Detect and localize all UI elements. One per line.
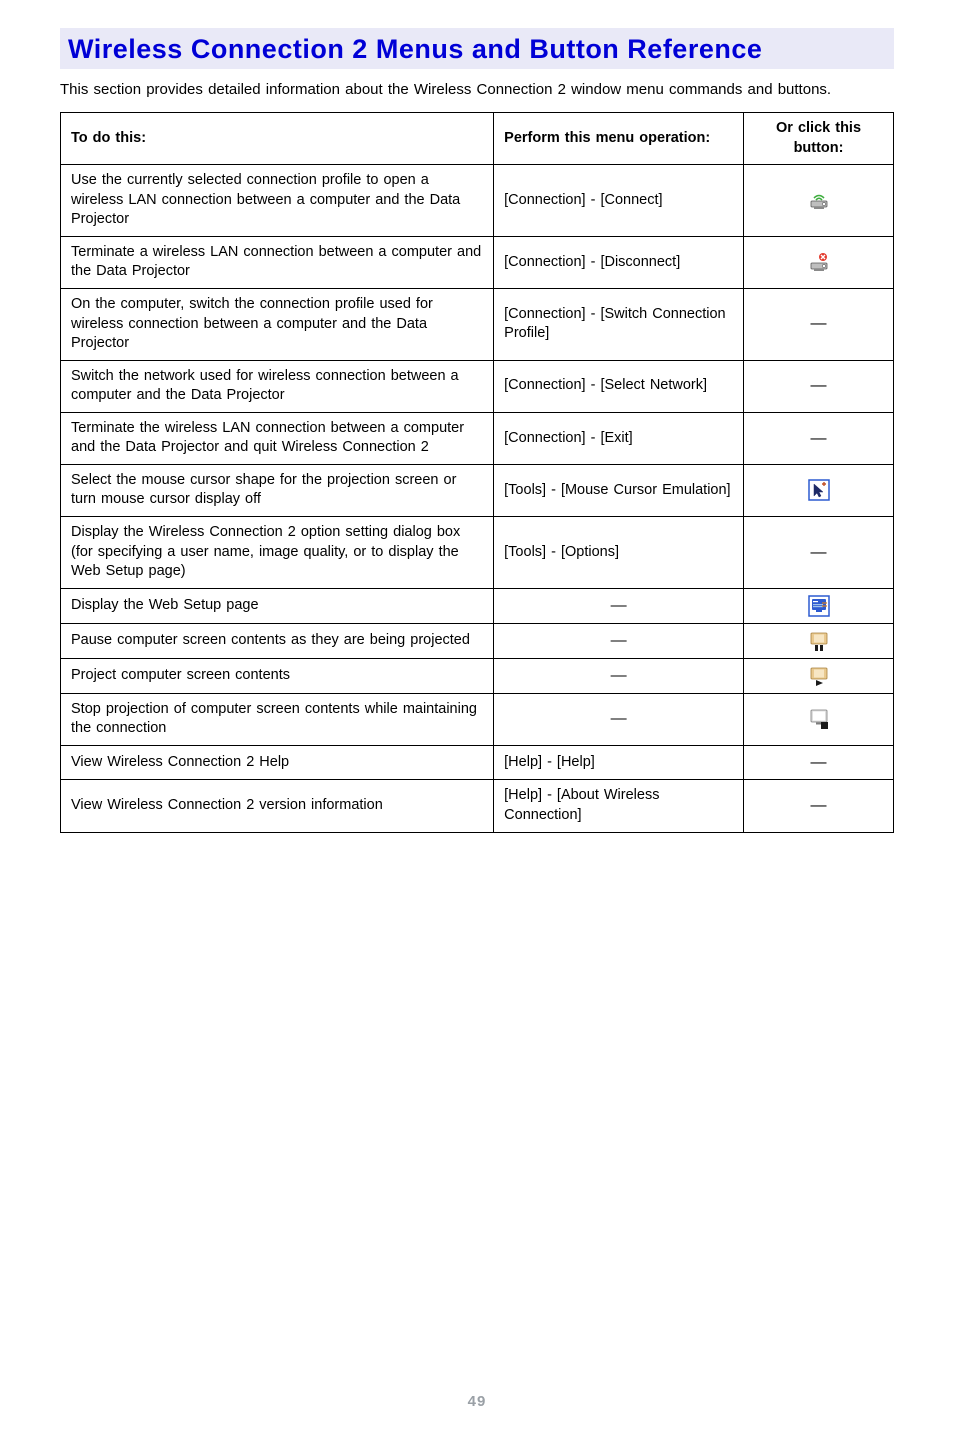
button-cell bbox=[744, 165, 894, 237]
table-row: Select the mouse cursor shape for the pr… bbox=[61, 464, 894, 516]
task-cell: Display the Wireless Connection 2 option… bbox=[61, 517, 494, 589]
page-title: Wireless Connection 2 Menus and Button R… bbox=[68, 34, 886, 65]
table-row: Terminate a wireless LAN connection betw… bbox=[61, 236, 894, 288]
table-header-row: To do this: Perform this menu operation:… bbox=[61, 113, 894, 165]
operation-cell: [Connection] - [Connect] bbox=[494, 165, 744, 237]
cursor-icon bbox=[808, 479, 830, 501]
button-cell: — bbox=[744, 360, 894, 412]
header-operation: Perform this menu operation: bbox=[494, 113, 744, 165]
task-cell: Pause computer screen contents as they a… bbox=[61, 623, 494, 658]
button-cell: — bbox=[744, 745, 894, 780]
intro-text: This section provides detailed informati… bbox=[60, 79, 894, 100]
operation-cell: [Connection] - [Exit] bbox=[494, 412, 744, 464]
task-cell: View Wireless Connection 2 version infor… bbox=[61, 780, 494, 832]
task-cell: Terminate the wireless LAN connection be… bbox=[61, 412, 494, 464]
button-cell bbox=[744, 693, 894, 745]
operation-cell: [Help] - [About Wireless Connection] bbox=[494, 780, 744, 832]
button-cell bbox=[744, 658, 894, 693]
operation-cell: [Connection] - [Disconnect] bbox=[494, 236, 744, 288]
button-cell bbox=[744, 623, 894, 658]
stop-icon bbox=[808, 708, 830, 730]
pause-icon bbox=[808, 630, 830, 652]
reference-table: To do this: Perform this menu operation:… bbox=[60, 112, 894, 833]
button-cell bbox=[744, 464, 894, 516]
header-button: Or click this button: bbox=[744, 113, 894, 165]
operation-cell: — bbox=[494, 658, 744, 693]
operation-cell: [Tools] - [Options] bbox=[494, 517, 744, 589]
connect-icon bbox=[808, 189, 830, 211]
operation-cell: [Connection] - [Select Network] bbox=[494, 360, 744, 412]
button-cell: — bbox=[744, 288, 894, 360]
operation-cell: [Connection] - [Switch Connection Profil… bbox=[494, 288, 744, 360]
button-cell: — bbox=[744, 412, 894, 464]
page-number: 49 bbox=[0, 1393, 954, 1430]
task-cell: Stop projection of computer screen conte… bbox=[61, 693, 494, 745]
table-row: View Wireless Connection 2 version infor… bbox=[61, 780, 894, 832]
table-row: Display the Wireless Connection 2 option… bbox=[61, 517, 894, 589]
task-cell: Project computer screen contents bbox=[61, 658, 494, 693]
table-row: Use the currently selected connection pr… bbox=[61, 165, 894, 237]
button-cell bbox=[744, 236, 894, 288]
table-row: Terminate the wireless LAN connection be… bbox=[61, 412, 894, 464]
disconnect-icon bbox=[808, 251, 830, 273]
title-band: Wireless Connection 2 Menus and Button R… bbox=[60, 28, 894, 69]
operation-cell: [Tools] - [Mouse Cursor Emulation] bbox=[494, 464, 744, 516]
button-cell: — bbox=[744, 517, 894, 589]
operation-cell: — bbox=[494, 623, 744, 658]
operation-cell: — bbox=[494, 588, 744, 623]
header-task: To do this: bbox=[61, 113, 494, 165]
button-cell bbox=[744, 588, 894, 623]
task-cell: On the computer, switch the connection p… bbox=[61, 288, 494, 360]
table-row: On the computer, switch the connection p… bbox=[61, 288, 894, 360]
task-cell: Display the Web Setup page bbox=[61, 588, 494, 623]
websetup-icon bbox=[808, 595, 830, 617]
task-cell: Use the currently selected connection pr… bbox=[61, 165, 494, 237]
task-cell: Switch the network used for wireless con… bbox=[61, 360, 494, 412]
task-cell: Terminate a wireless LAN connection betw… bbox=[61, 236, 494, 288]
table-row: View Wireless Connection 2 Help[Help] - … bbox=[61, 745, 894, 780]
operation-cell: — bbox=[494, 693, 744, 745]
table-row: Display the Web Setup page— bbox=[61, 588, 894, 623]
table-row: Project computer screen contents— bbox=[61, 658, 894, 693]
play-icon bbox=[808, 665, 830, 687]
table-row: Switch the network used for wireless con… bbox=[61, 360, 894, 412]
task-cell: View Wireless Connection 2 Help bbox=[61, 745, 494, 780]
button-cell: — bbox=[744, 780, 894, 832]
table-row: Stop projection of computer screen conte… bbox=[61, 693, 894, 745]
operation-cell: [Help] - [Help] bbox=[494, 745, 744, 780]
task-cell: Select the mouse cursor shape for the pr… bbox=[61, 464, 494, 516]
table-row: Pause computer screen contents as they a… bbox=[61, 623, 894, 658]
